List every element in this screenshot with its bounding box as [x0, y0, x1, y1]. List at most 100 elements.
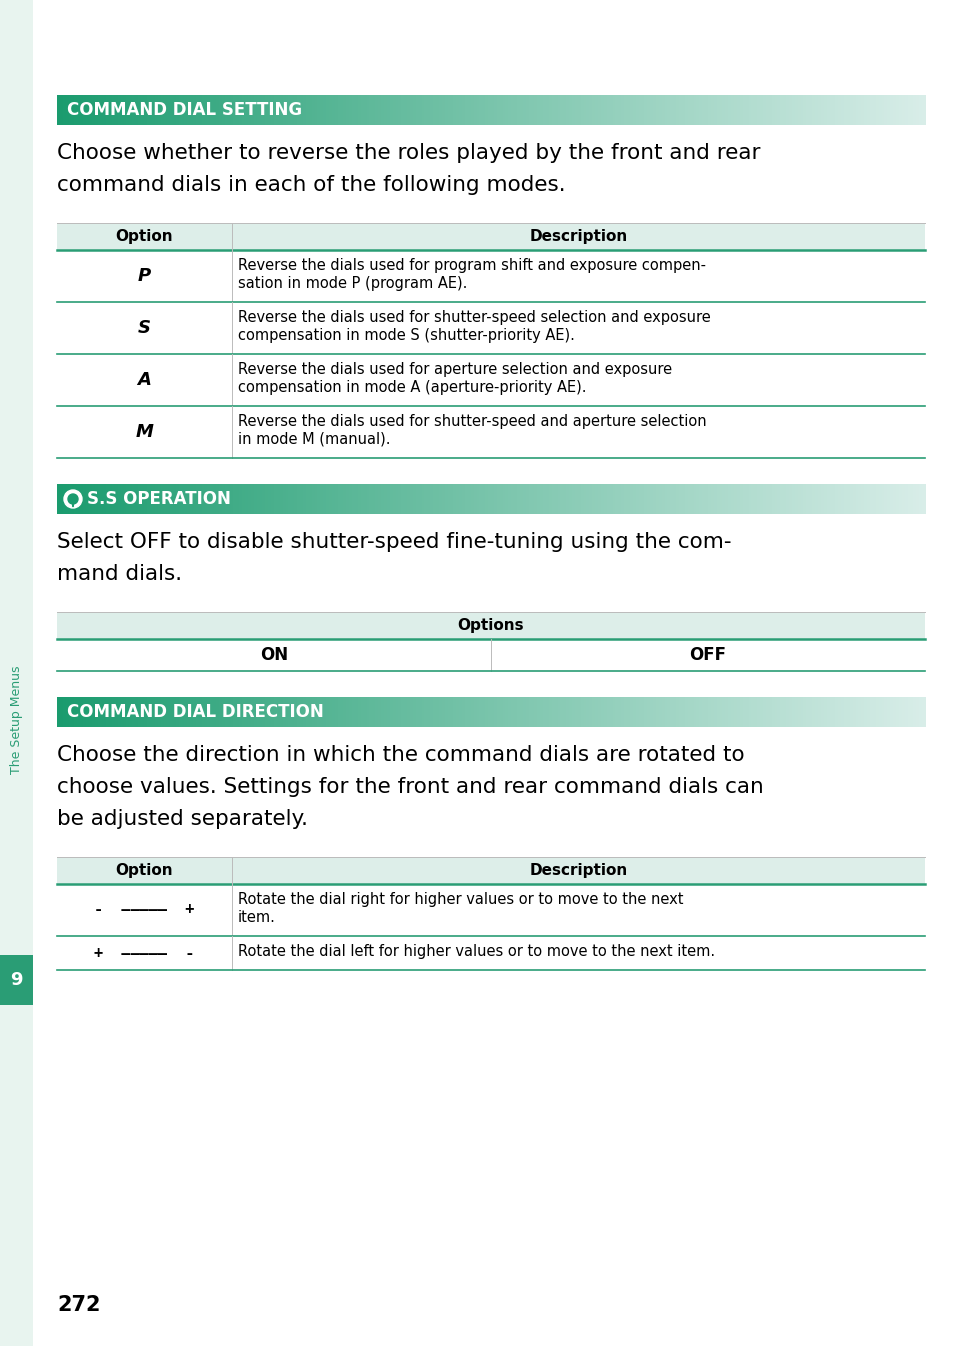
Bar: [152, 697, 155, 727]
Bar: [83, 96, 87, 125]
Bar: [825, 697, 829, 727]
Bar: [184, 485, 188, 514]
Bar: [195, 697, 199, 727]
Bar: [808, 96, 812, 125]
Bar: [256, 96, 260, 125]
Bar: [788, 96, 792, 125]
Bar: [531, 697, 535, 727]
Bar: [332, 485, 335, 514]
Bar: [539, 96, 543, 125]
Bar: [589, 96, 592, 125]
Bar: [314, 485, 317, 514]
Bar: [343, 697, 347, 727]
Bar: [794, 485, 798, 514]
Bar: [693, 485, 697, 514]
Bar: [127, 697, 130, 727]
Bar: [724, 697, 728, 727]
Bar: [841, 96, 843, 125]
Bar: [802, 697, 806, 727]
Bar: [670, 485, 673, 514]
Bar: [172, 96, 176, 125]
Bar: [433, 485, 436, 514]
Bar: [127, 96, 130, 125]
Bar: [664, 697, 667, 727]
Bar: [80, 485, 84, 514]
Bar: [187, 697, 191, 727]
Bar: [681, 697, 685, 727]
Bar: [730, 697, 734, 727]
Bar: [569, 485, 572, 514]
Bar: [554, 485, 558, 514]
Bar: [872, 96, 876, 125]
Bar: [566, 697, 569, 727]
Bar: [497, 485, 499, 514]
Bar: [100, 485, 104, 514]
Bar: [262, 96, 266, 125]
Bar: [231, 96, 233, 125]
Bar: [710, 96, 714, 125]
Bar: [757, 697, 760, 727]
Bar: [525, 697, 529, 727]
Bar: [248, 485, 252, 514]
Bar: [57, 406, 924, 458]
Text: S.S OPERATION: S.S OPERATION: [87, 490, 231, 507]
Circle shape: [68, 494, 78, 503]
Bar: [337, 485, 341, 514]
Bar: [849, 96, 852, 125]
Bar: [872, 485, 876, 514]
Bar: [713, 485, 717, 514]
Bar: [822, 697, 826, 727]
Bar: [664, 96, 667, 125]
Bar: [843, 485, 846, 514]
Bar: [187, 485, 191, 514]
Bar: [817, 96, 821, 125]
Bar: [320, 697, 323, 727]
Bar: [253, 96, 257, 125]
Bar: [505, 485, 509, 514]
Bar: [395, 96, 398, 125]
Bar: [450, 697, 454, 727]
Bar: [130, 96, 132, 125]
Bar: [89, 485, 92, 514]
Bar: [377, 96, 381, 125]
Bar: [659, 485, 661, 514]
Bar: [843, 697, 846, 727]
Bar: [320, 96, 323, 125]
Bar: [488, 96, 491, 125]
Bar: [386, 485, 390, 514]
Bar: [820, 96, 823, 125]
Bar: [646, 697, 650, 727]
Bar: [464, 485, 468, 514]
Bar: [800, 96, 803, 125]
Bar: [802, 96, 806, 125]
Bar: [788, 485, 792, 514]
Bar: [112, 96, 115, 125]
Bar: [531, 485, 535, 514]
Bar: [317, 697, 320, 727]
Bar: [268, 96, 272, 125]
Bar: [583, 485, 586, 514]
Bar: [410, 697, 413, 727]
Bar: [919, 485, 922, 514]
Bar: [774, 485, 778, 514]
Bar: [869, 697, 873, 727]
Bar: [130, 697, 132, 727]
Bar: [572, 697, 575, 727]
Bar: [175, 96, 179, 125]
Bar: [57, 354, 924, 406]
Bar: [306, 96, 309, 125]
Bar: [198, 697, 202, 727]
Bar: [909, 485, 913, 514]
Bar: [94, 96, 98, 125]
Bar: [433, 96, 436, 125]
Bar: [288, 697, 292, 727]
Bar: [919, 96, 922, 125]
Bar: [586, 485, 589, 514]
Bar: [814, 96, 818, 125]
Bar: [453, 96, 456, 125]
Bar: [470, 485, 474, 514]
Bar: [600, 485, 604, 514]
Bar: [193, 697, 196, 727]
Bar: [86, 96, 90, 125]
Bar: [271, 697, 274, 727]
